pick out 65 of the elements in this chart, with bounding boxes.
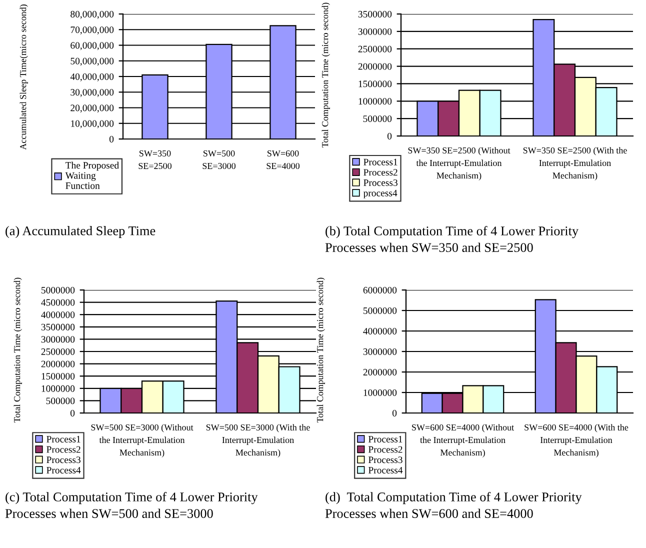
legend-label: Process4 <box>368 466 403 474</box>
y-tick-label: 60,000,000 <box>70 42 114 50</box>
legend-label: Process3 <box>364 179 398 186</box>
y-tick-label: 3000000 <box>363 348 397 355</box>
x-tick-label: SW=500 SE=3000 <box>202 150 236 170</box>
y-tick-label: 500000 <box>46 398 75 404</box>
y-tick-label: 2000000 <box>41 360 75 368</box>
legend-label: Process3 <box>368 456 402 464</box>
y-tick-label: 0 <box>387 132 392 140</box>
y-tick-label: 1500000 <box>42 373 75 380</box>
y-tick-label: 0 <box>392 410 397 416</box>
y-tick-label: 3000000 <box>41 336 75 343</box>
y-axis-title: Total Computation Time (micro second) <box>316 278 325 422</box>
y-tick-label: 1000000 <box>364 389 397 396</box>
x-tick-label: SW=350 SE=2500 <box>138 150 172 170</box>
y-tick-label: 0 <box>70 410 75 416</box>
y-tick-label: 3500000 <box>41 324 75 330</box>
y-tick-label: 2000000 <box>358 63 392 70</box>
legend-label: The Proposed Waiting Function <box>65 162 119 189</box>
legend-label: Process1 <box>364 158 398 166</box>
x-tick-label: SW=600 SE=4000 (Without the Interrupt-Emulation Mechanism) <box>412 424 514 458</box>
y-tick-label: 3500000 <box>358 10 392 18</box>
y-tick-label: 2500000 <box>41 348 75 355</box>
y-axis-title: Total Computation Time (micro second) <box>322 2 330 148</box>
y-axis-title: Total Computation Time (micro second) <box>14 278 22 422</box>
y-tick-label: 30,000,000 <box>70 89 114 97</box>
y-tick-label: 1000000 <box>42 385 75 392</box>
text: (d) Total Computation Time of 4 Lower Priority Processes when SW=600 and SE=4000 <box>325 492 582 518</box>
legend-label: Process1 <box>368 436 402 442</box>
legend-label: Process2 <box>46 446 80 453</box>
legend-label: Process2 <box>368 446 402 453</box>
y-tick-label: 5000000 <box>42 286 75 294</box>
y-tick-label: 70,000,000 <box>70 26 114 34</box>
legend-label: Process2 <box>364 169 398 176</box>
y-tick-label: 20,000,000 <box>70 104 114 113</box>
text: (b) Total Computation Time of 4 Lower Priority Processes when SW=350 and SE=2500 <box>325 226 579 252</box>
x-tick-label: SW=350 SE=2500 (Without the Interrupt-Emulation Mechanism) <box>408 147 510 180</box>
legend-label: process4 <box>363 190 398 198</box>
y-tick-label: 1000000 <box>358 98 392 105</box>
y-tick-label: 4000000 <box>363 328 397 334</box>
x-tick-label: SW=600 SE=4000 <box>266 150 300 170</box>
y-tick-label: 10,000,000 <box>71 120 114 128</box>
y-tick-label: 2500000 <box>358 46 392 52</box>
text: (c) Total Computation Time of 4 Lower Priority Processes when SW=500 and SE=3000 <box>5 492 258 518</box>
y-tick-label: 500000 <box>363 115 392 122</box>
y-axis-title: Accumulated Sleep Time(micro second) <box>20 4 28 150</box>
y-tick-label: 50,000,000 <box>70 58 114 66</box>
y-tick-label: 4500000 <box>41 299 75 306</box>
y-tick-label: 80,000,000 <box>70 10 114 19</box>
x-tick-label: SW=500 SE=3000 (Without the Interrupt-Emulation Mechanism) <box>91 424 194 458</box>
legend-label: Process4 <box>46 466 81 474</box>
y-tick-label: 1500000 <box>358 80 392 88</box>
y-tick-label: 5000000 <box>364 307 397 314</box>
x-tick-label: SW=350 SE=2500 (With the Interrupt-Emulation Mechanism) <box>523 147 627 180</box>
y-tick-label: 40,000,000 <box>70 73 114 82</box>
y-tick-label: 0 <box>109 136 114 142</box>
y-tick-label: 3000000 <box>358 28 392 35</box>
legend-label: Process1 <box>46 436 80 442</box>
y-tick-label: 2000000 <box>363 368 397 376</box>
legend-label: Process3 <box>46 456 80 464</box>
x-tick-label: SW=600 SE=4000 (With the Interrupt-Emulation Mechanism) <box>524 424 628 458</box>
text: (a) Accumulated Sleep Time <box>6 226 156 238</box>
y-tick-label: 4000000 <box>41 312 75 318</box>
y-tick-label: 6000000 <box>363 286 397 294</box>
x-tick-label: SW=500 SE=3000 (With the Interrupt-Emulation Mechanism) <box>206 424 310 458</box>
